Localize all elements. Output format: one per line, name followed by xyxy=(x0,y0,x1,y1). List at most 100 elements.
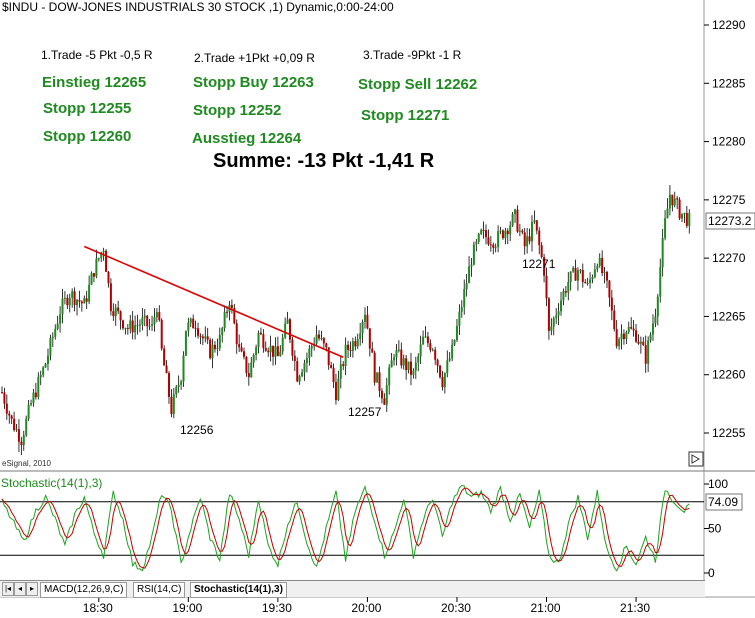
candle-body xyxy=(279,351,282,357)
time-tick-label: 20:00 xyxy=(351,601,381,615)
candle-body xyxy=(269,345,272,353)
low-label-12256: 12256 xyxy=(180,423,214,437)
candle-body xyxy=(683,212,686,214)
candle-body xyxy=(80,301,83,304)
candle-body xyxy=(22,435,25,446)
candle-body xyxy=(453,340,456,345)
candle-body xyxy=(426,336,429,344)
candle-body xyxy=(122,320,124,329)
candle-body xyxy=(180,381,183,385)
candles-layer xyxy=(1,184,691,456)
candle-body xyxy=(668,194,671,209)
candle-body xyxy=(66,297,69,306)
candle-body xyxy=(576,270,579,281)
candle-body xyxy=(61,298,64,315)
candle-body xyxy=(284,323,287,338)
candle-body xyxy=(165,365,168,374)
candle-body xyxy=(250,362,253,378)
tab-prev-icon[interactable]: ◂ xyxy=(14,582,26,596)
candle-body xyxy=(632,328,635,331)
candle-body xyxy=(124,327,127,329)
last-price-label: 12273.2 xyxy=(708,214,752,228)
candle-body xyxy=(117,307,120,312)
candle-body xyxy=(88,284,91,302)
tab-macd[interactable]: MACD(12,26,9,C) xyxy=(40,582,128,598)
candle-body xyxy=(446,360,449,374)
candle-body xyxy=(83,298,86,304)
trade2-stopbuy: Stopp Buy 12263 xyxy=(193,74,314,91)
candle-body xyxy=(90,273,93,285)
candle-body xyxy=(189,318,192,323)
candle-body xyxy=(661,237,664,268)
candle-body xyxy=(37,377,40,398)
candle-body xyxy=(560,300,563,312)
candle-body xyxy=(134,325,137,333)
candle-body xyxy=(216,348,219,350)
candle-body xyxy=(618,339,621,347)
scroll-arrow-icon[interactable] xyxy=(688,451,704,467)
trendline-layer xyxy=(83,245,344,358)
time-tick-label: 21:00 xyxy=(531,601,561,615)
candle-body xyxy=(475,241,478,245)
time-tick-label: 19:30 xyxy=(262,601,292,615)
candle-body xyxy=(395,350,398,358)
high-label-12271: 12271 xyxy=(522,257,556,271)
candle-body xyxy=(487,237,490,245)
candle-body xyxy=(465,283,468,290)
candle-body xyxy=(318,334,321,339)
candle-body xyxy=(676,198,679,200)
tab-next-icon[interactable]: ▸ xyxy=(26,582,38,596)
stochastic-layer: 100 50 0 xyxy=(0,477,728,580)
candle-body xyxy=(274,346,277,357)
candle-body xyxy=(51,336,54,339)
candle-body xyxy=(54,328,57,337)
stoch-k-line xyxy=(1,484,690,572)
candle-body xyxy=(146,315,149,327)
candle-body xyxy=(334,382,337,401)
candle-body xyxy=(649,334,652,341)
candle-body xyxy=(100,252,103,259)
candle-body xyxy=(59,314,62,324)
candle-body xyxy=(209,339,212,359)
candle-body xyxy=(78,299,81,302)
price-tick-label: 12265 xyxy=(712,309,746,323)
trade1-stop1: Stopp 12255 xyxy=(43,100,132,117)
candle-body xyxy=(218,335,221,349)
candle-body xyxy=(543,257,546,276)
candle-body xyxy=(637,341,640,344)
tab-rsi[interactable]: RSI(14,C) xyxy=(133,582,186,598)
candle-body xyxy=(468,266,471,284)
candle-body xyxy=(288,319,291,340)
candle-body xyxy=(305,357,308,364)
candle-body xyxy=(405,358,408,371)
candle-body xyxy=(591,277,594,280)
candle-body xyxy=(460,307,463,312)
candle-body xyxy=(613,310,616,330)
candle-body xyxy=(557,311,560,316)
candle-body xyxy=(153,317,156,324)
candle-body xyxy=(598,257,601,266)
candle-body xyxy=(148,325,151,327)
tab-stochastic[interactable]: Stochastic(14(1),3) xyxy=(190,582,287,598)
candle-body xyxy=(596,265,599,270)
candle-body xyxy=(494,246,497,248)
candle-body xyxy=(480,229,483,234)
candle-body xyxy=(56,323,59,329)
candle-body xyxy=(281,337,284,352)
candle-body xyxy=(310,346,313,349)
candle-body xyxy=(342,364,345,367)
candle-body xyxy=(255,347,258,355)
candle-body xyxy=(482,229,485,231)
candle-body xyxy=(642,341,645,346)
candle-body xyxy=(27,404,30,419)
tab-first-icon[interactable]: |◂ xyxy=(2,582,14,596)
candle-body xyxy=(182,355,185,382)
candle-body xyxy=(678,199,681,219)
trade2-exit: Ausstieg 12264 xyxy=(192,130,302,147)
stoch-tick-label: 0 xyxy=(708,566,715,580)
candle-body xyxy=(109,283,112,312)
low-label-12257: 12257 xyxy=(348,405,382,419)
candle-body xyxy=(615,329,618,347)
candle-body xyxy=(233,308,236,324)
